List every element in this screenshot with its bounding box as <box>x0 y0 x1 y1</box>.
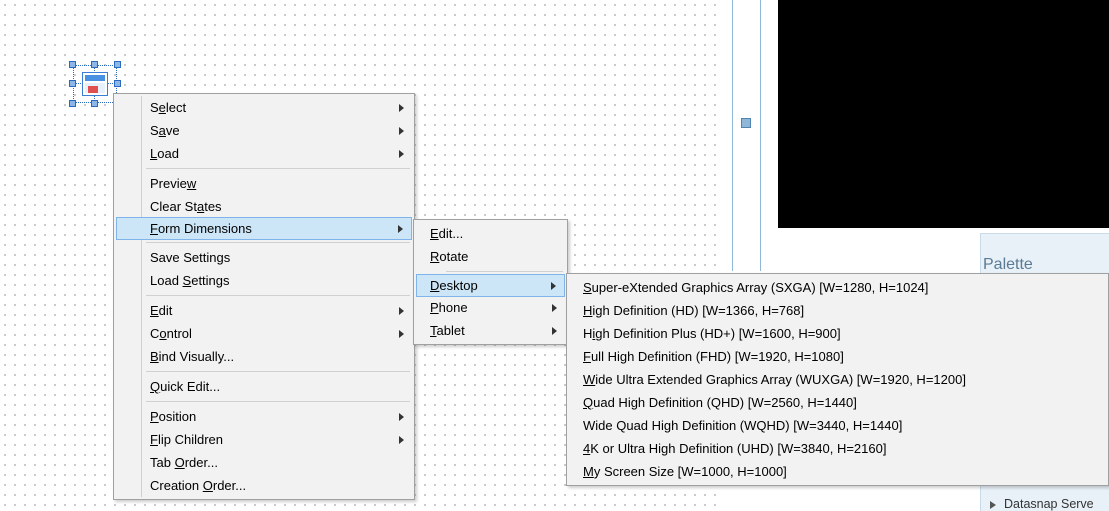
context-menu-item[interactable]: Preview <box>116 172 412 195</box>
menu-item-label: Tablet <box>430 323 465 338</box>
menu-item-label: Phone <box>430 300 468 315</box>
context-menu-item[interactable]: Save <box>116 119 412 142</box>
form-dimensions-item[interactable]: Desktop <box>416 274 565 297</box>
guide-line-left <box>732 0 733 271</box>
context-menu[interactable]: Select Save Load Preview Clear States Form Di… <box>113 93 415 500</box>
form-dimensions-item[interactable]: Phone <box>416 296 565 319</box>
menu-separator <box>146 168 410 169</box>
palette-item-datasnap[interactable]: Datasnap Serve <box>990 497 1094 511</box>
preview-pane <box>778 0 1109 228</box>
chevron-right-icon <box>552 327 557 335</box>
desktop-resolution-item[interactable]: Full High Definition (FHD) [W=1920, H=10… <box>569 345 1106 368</box>
menu-separator <box>146 242 410 243</box>
menu-separator <box>446 271 563 272</box>
menu-item-label: Control <box>150 326 192 341</box>
desktop-resolution-item[interactable]: High Definition (HD) [W=1366, H=768] <box>569 299 1106 322</box>
menu-item-label: Wide Quad High Definition (WQHD) [W=3440… <box>583 418 902 433</box>
context-menu-item[interactable]: Flip Children <box>116 428 412 451</box>
context-menu-item[interactable]: Clear States <box>116 195 412 218</box>
context-menu-item[interactable]: Load Settings <box>116 269 412 292</box>
resize-handle-w[interactable] <box>69 80 76 87</box>
desktop-resolution-item[interactable]: My Screen Size [W=1000, H=1000] <box>569 460 1106 483</box>
resize-handle-nw[interactable] <box>69 61 76 68</box>
context-menu-item[interactable]: Tab Order... <box>116 451 412 474</box>
desktop-resolution-item[interactable]: Wide Quad High Definition (WQHD) [W=3440… <box>569 414 1106 437</box>
desktop-resolution-item[interactable]: Quad High Definition (QHD) [W=2560, H=14… <box>569 391 1106 414</box>
form-dimensions-submenu[interactable]: Edit... Rotate Desktop Phone Tablet <box>413 219 568 345</box>
form-dimensions-item[interactable]: Edit... <box>416 222 565 245</box>
menu-item-label: Preview <box>150 176 196 191</box>
chevron-right-icon <box>398 225 403 233</box>
chevron-right-icon <box>990 497 1000 507</box>
chevron-right-icon <box>399 413 404 421</box>
chevron-right-icon <box>399 307 404 315</box>
menu-item-label: Full High Definition (FHD) [W=1920, H=10… <box>583 349 844 364</box>
resize-handle-s[interactable] <box>91 100 98 107</box>
menu-item-label: High Definition (HD) [W=1366, H=768] <box>583 303 804 318</box>
guide-line-right <box>760 0 761 271</box>
palette-title: Palette <box>983 256 1033 274</box>
form-dimensions-item[interactable]: Tablet <box>416 319 565 342</box>
menu-item-label: Rotate <box>430 249 468 264</box>
menu-item-label: Bind Visually... <box>150 349 234 364</box>
menu-item-label: Flip Children <box>150 432 223 447</box>
menu-item-label: Creation Order... <box>150 478 246 493</box>
chevron-right-icon <box>552 304 557 312</box>
menu-item-label: Load Settings <box>150 273 230 288</box>
menu-separator <box>146 401 410 402</box>
chevron-right-icon <box>399 127 404 135</box>
resize-handle-n[interactable] <box>91 61 98 68</box>
menu-item-label: Tab Order... <box>150 455 218 470</box>
palette-item-label: Datasnap Serve <box>1004 497 1094 511</box>
menu-item-label: Save Settings <box>150 250 230 265</box>
menu-separator <box>146 371 410 372</box>
form-dimensions-item[interactable]: Rotate <box>416 245 565 268</box>
menu-item-label: Quick Edit... <box>150 379 220 394</box>
menu-separator <box>146 295 410 296</box>
context-menu-item[interactable]: Position <box>116 405 412 428</box>
chevron-right-icon <box>399 330 404 338</box>
chevron-right-icon <box>399 150 404 158</box>
chevron-right-icon <box>399 436 404 444</box>
context-menu-item[interactable]: Creation Order... <box>116 474 412 497</box>
context-menu-item[interactable]: Control <box>116 322 412 345</box>
menu-item-label: Quad High Definition (QHD) [W=2560, H=14… <box>583 395 857 410</box>
menu-item-label: My Screen Size [W=1000, H=1000] <box>583 464 787 479</box>
menu-item-label: 4K or Ultra High Definition (UHD) [W=384… <box>583 441 886 456</box>
desktop-resolution-item[interactable]: Wide Ultra Extended Graphics Array (WUXG… <box>569 368 1106 391</box>
resize-handle-e[interactable] <box>114 80 121 87</box>
menu-item-label: Edit <box>150 303 172 318</box>
context-menu-item[interactable]: Save Settings <box>116 246 412 269</box>
menu-item-label: Clear States <box>150 199 222 214</box>
desktop-resolution-item[interactable]: 4K or Ultra High Definition (UHD) [W=384… <box>569 437 1106 460</box>
desktop-resolution-item[interactable]: Super-eXtended Graphics Array (SXGA) [W=… <box>569 276 1106 299</box>
chevron-right-icon <box>551 282 556 290</box>
context-menu-item[interactable]: Load <box>116 142 412 165</box>
desktop-resolutions-submenu[interactable]: Super-eXtended Graphics Array (SXGA) [W=… <box>566 273 1109 486</box>
menu-item-label: Desktop <box>430 278 478 293</box>
menu-item-label: Save <box>150 123 180 138</box>
context-menu-item[interactable]: Form Dimensions <box>116 217 412 240</box>
menu-item-label: Position <box>150 409 196 424</box>
guide-handle[interactable] <box>741 118 751 128</box>
menu-item-label: Select <box>150 100 186 115</box>
menu-item-label: Load <box>150 146 179 161</box>
component-glyph-icon <box>82 72 108 96</box>
resize-handle-ne[interactable] <box>114 61 121 68</box>
menu-item-label: Wide Ultra Extended Graphics Array (WUXG… <box>583 372 966 387</box>
desktop-resolution-item[interactable]: High Definition Plus (HD+) [W=1600, H=90… <box>569 322 1106 345</box>
menu-item-label: Form Dimensions <box>150 221 252 236</box>
context-menu-item[interactable]: Select <box>116 96 412 119</box>
menu-item-label: Super-eXtended Graphics Array (SXGA) [W=… <box>583 280 928 295</box>
context-menu-item[interactable]: Bind Visually... <box>116 345 412 368</box>
chevron-right-icon <box>399 104 404 112</box>
context-menu-item[interactable]: Edit <box>116 299 412 322</box>
resize-handle-sw[interactable] <box>69 100 76 107</box>
menu-item-label: High Definition Plus (HD+) [W=1600, H=90… <box>583 326 841 341</box>
selected-component[interactable] <box>73 65 117 103</box>
menu-item-label: Edit... <box>430 226 463 241</box>
context-menu-item[interactable]: Quick Edit... <box>116 375 412 398</box>
